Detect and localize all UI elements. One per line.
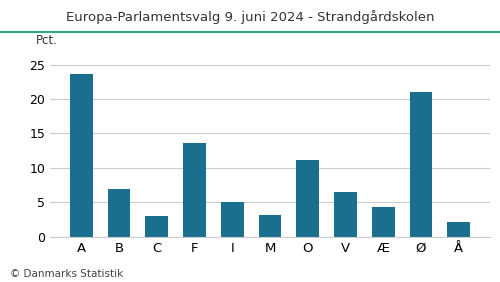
Bar	[70, 74, 92, 237]
Bar	[221, 202, 244, 237]
Bar	[448, 222, 470, 237]
Bar	[146, 215, 168, 237]
Bar	[108, 189, 130, 237]
Bar	[296, 160, 319, 237]
Text: © Danmarks Statistik: © Danmarks Statistik	[10, 269, 123, 279]
Text: Europa-Parlamentsvalg 9. juni 2024 - Strandgårdskolen: Europa-Parlamentsvalg 9. juni 2024 - Str…	[66, 10, 434, 24]
Bar	[258, 215, 281, 237]
Bar	[183, 143, 206, 237]
Bar	[334, 192, 357, 237]
Bar	[410, 92, 432, 237]
Bar	[372, 207, 394, 237]
Text: Pct.: Pct.	[36, 34, 58, 47]
